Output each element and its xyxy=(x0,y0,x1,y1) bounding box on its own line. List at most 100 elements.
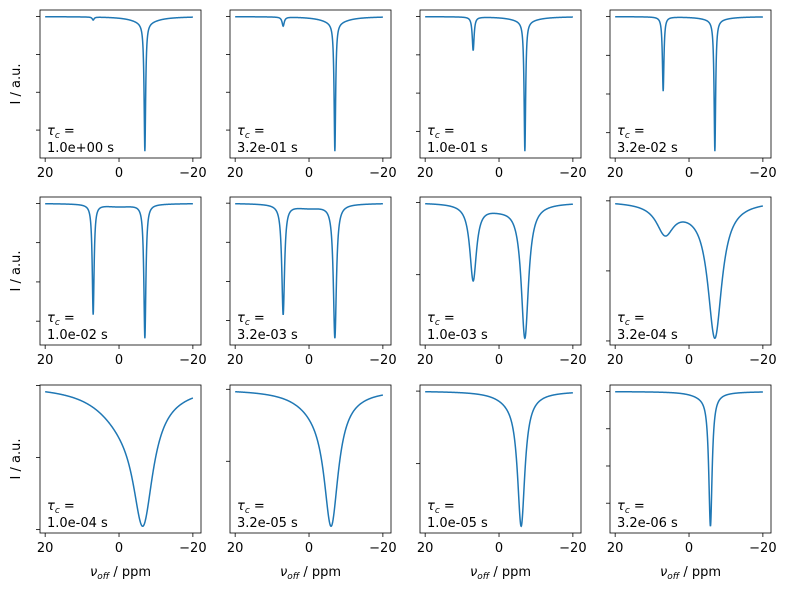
xlabel-sub: off xyxy=(477,572,491,582)
tau-value: 3.2e-05 s xyxy=(237,516,298,531)
x-tick-label: −20 xyxy=(369,166,396,181)
tau-equals: = xyxy=(630,499,645,514)
x-tick-label: 0 xyxy=(115,541,123,556)
axes-frame xyxy=(419,196,582,346)
spectrum-line xyxy=(615,202,764,340)
tau-value: 1.0e+00 s xyxy=(47,141,114,156)
tau-symbol: τ xyxy=(427,499,435,514)
x-tick-label: 0 xyxy=(115,166,123,181)
spectrum-line xyxy=(235,202,383,339)
tau-label: τc = xyxy=(237,124,265,141)
x-tick-label: 0 xyxy=(495,166,503,181)
tau-value: 3.2e-03 s xyxy=(237,328,298,343)
xlabel-nu: ν xyxy=(660,565,667,580)
x-tick-label: −20 xyxy=(369,541,396,556)
axes-frame xyxy=(39,384,202,534)
tau-equals: = xyxy=(250,311,265,326)
tau-symbol: τ xyxy=(237,499,245,514)
x-tick-label: 20 xyxy=(417,353,434,368)
x-tick-label: 0 xyxy=(305,166,313,181)
axes-frame xyxy=(39,196,202,346)
tau-symbol: τ xyxy=(617,311,625,326)
axes-frame xyxy=(609,196,772,346)
axes-frame xyxy=(229,9,392,159)
x-tick-label: −20 xyxy=(559,166,586,181)
tau-symbol: τ xyxy=(47,124,55,139)
x-axis-label: νoff / ppm xyxy=(90,565,151,582)
x-tick-label: 0 xyxy=(305,353,313,368)
x-axis-label: νoff / ppm xyxy=(660,565,721,582)
axes-frame xyxy=(39,9,202,159)
tau-subscript: c xyxy=(55,506,60,516)
x-tick-label: 0 xyxy=(115,353,123,368)
xlabel-unit: / ppm xyxy=(299,565,341,580)
x-tick-label: 20 xyxy=(417,541,434,556)
tau-symbol: τ xyxy=(47,311,55,326)
tau-symbol: τ xyxy=(617,124,625,139)
x-tick-label: 20 xyxy=(227,353,244,368)
tau-equals: = xyxy=(250,124,265,139)
tau-label: τc = xyxy=(47,124,75,141)
xlabel-unit: / ppm xyxy=(109,565,151,580)
axes-frame xyxy=(229,384,392,534)
x-tick-label: 20 xyxy=(607,541,624,556)
xlabel-unit: / ppm xyxy=(489,565,531,580)
tau-subscript: c xyxy=(55,318,60,328)
tau-label: τc = xyxy=(617,124,645,141)
tau-equals: = xyxy=(630,124,645,139)
x-tick-label: −20 xyxy=(179,353,206,368)
spectrum-line xyxy=(235,390,384,528)
tau-value: 3.2e-01 s xyxy=(237,141,298,156)
tau-subscript: c xyxy=(245,131,250,141)
tau-value: 1.0e-04 s xyxy=(47,516,108,531)
xlabel-nu: ν xyxy=(470,565,477,580)
tau-symbol: τ xyxy=(427,124,435,139)
y-axis-label: I / a.u. xyxy=(9,64,24,105)
tau-equals: = xyxy=(60,124,75,139)
tau-label: τc = xyxy=(237,499,265,516)
tau-subscript: c xyxy=(435,506,440,516)
x-tick-label: 20 xyxy=(227,541,244,556)
x-axis-label: νoff / ppm xyxy=(280,565,341,582)
x-tick-label: −20 xyxy=(559,353,586,368)
x-tick-label: 20 xyxy=(607,166,624,181)
xlabel-sub: off xyxy=(287,572,301,582)
tau-subscript: c xyxy=(435,131,440,141)
tau-symbol: τ xyxy=(47,499,55,514)
tau-label: τc = xyxy=(427,311,455,328)
spectrum-line xyxy=(45,202,193,339)
x-tick-label: −20 xyxy=(179,166,206,181)
tau-value: 3.2e-02 s xyxy=(617,141,678,156)
tau-label: τc = xyxy=(237,311,265,328)
tau-value: 1.0e-02 s xyxy=(47,328,108,343)
tau-label: τc = xyxy=(617,499,645,516)
tau-equals: = xyxy=(60,499,75,514)
x-tick-label: 0 xyxy=(305,541,313,556)
x-tick-label: −20 xyxy=(369,353,396,368)
tau-equals: = xyxy=(60,311,75,326)
tau-equals: = xyxy=(440,311,455,326)
spectrum-line xyxy=(45,390,194,528)
x-tick-label: 20 xyxy=(37,353,54,368)
axes-frame xyxy=(419,384,582,534)
spectrum-line xyxy=(615,390,763,527)
x-tick-label: 20 xyxy=(607,353,624,368)
tau-value: 1.0e-03 s xyxy=(427,328,488,343)
xlabel-sub: off xyxy=(667,572,681,582)
x-tick-label: −20 xyxy=(559,541,586,556)
spectrum-line xyxy=(425,390,573,528)
tau-subscript: c xyxy=(245,506,250,516)
xlabel-unit: / ppm xyxy=(679,565,721,580)
tau-equals: = xyxy=(440,499,455,514)
tau-label: τc = xyxy=(47,499,75,516)
x-tick-label: 0 xyxy=(685,353,693,368)
axes-frame xyxy=(609,9,772,159)
tau-symbol: τ xyxy=(617,499,625,514)
